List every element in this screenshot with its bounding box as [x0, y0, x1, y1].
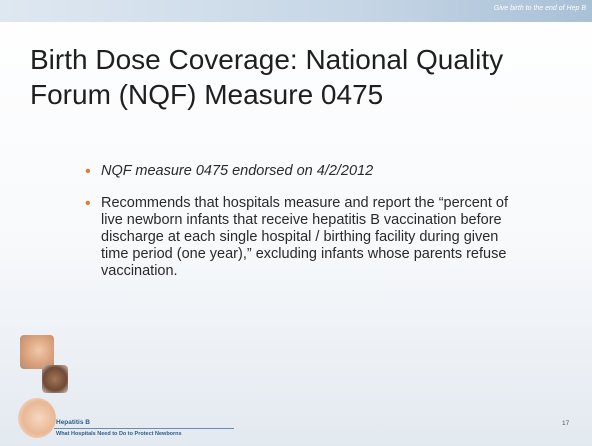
baby-photo [18, 398, 56, 438]
title-line: Birth Dose Coverage: National Quality [30, 44, 504, 75]
footer-brand: Hepatitis B [56, 419, 90, 426]
title-line: Forum (NQF) Measure 0475 [30, 79, 384, 110]
footer-subtitle: What Hospitals Need to Do to Protect New… [56, 431, 182, 437]
bullet: Recommends that hospitals measure and re… [85, 195, 527, 280]
bullet: NQF measure 0475 endorsed on 4/2/2012 [85, 163, 527, 180]
baby-photo [20, 335, 54, 369]
top-band [0, 0, 592, 22]
tagline: Give birth to the end of Hep B [493, 5, 586, 12]
baby-photo [42, 365, 68, 393]
footer-rule [54, 428, 234, 429]
page-number: 17 [562, 420, 570, 427]
slide-title: Birth Dose Coverage: National Quality Fo… [30, 42, 570, 112]
bullet-list: NQF measure 0475 endorsed on 4/2/2012 Re… [85, 163, 527, 295]
